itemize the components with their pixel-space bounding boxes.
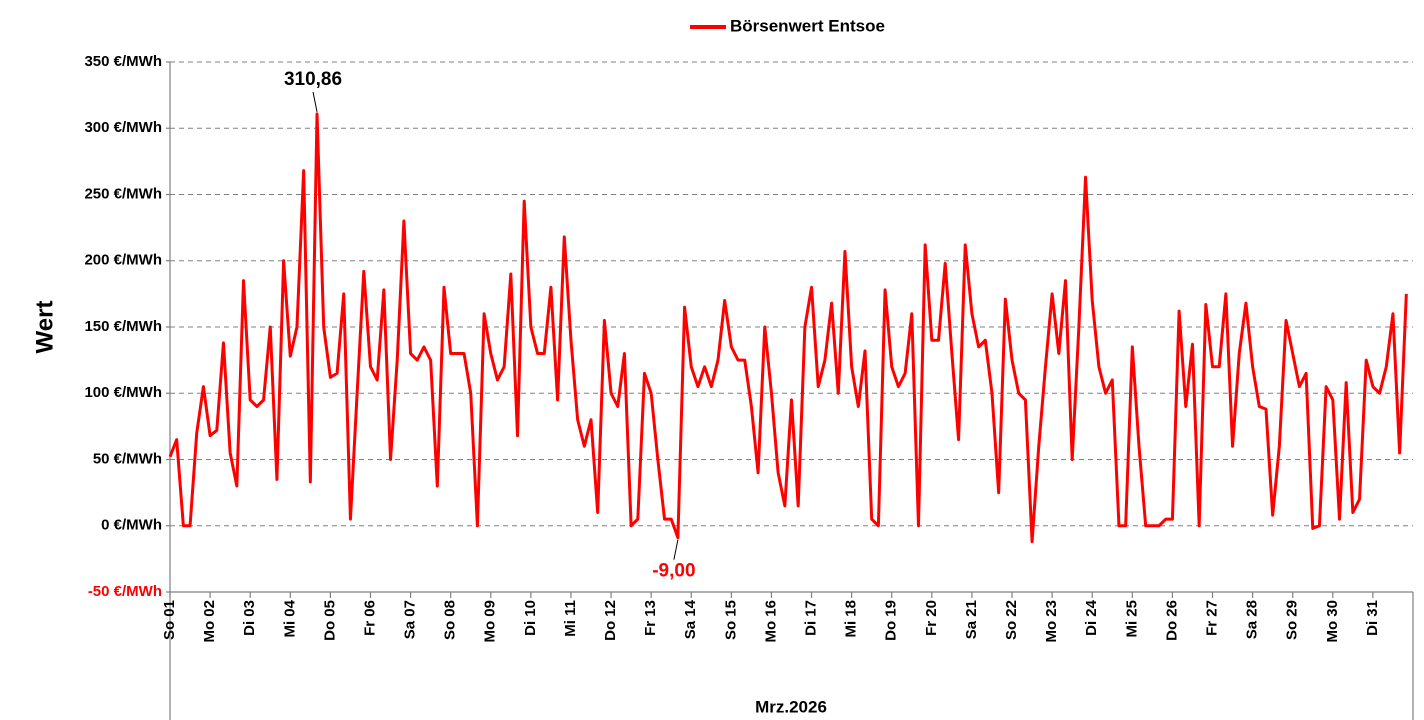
x-tick-label: Do 12 — [602, 600, 619, 641]
x-tick-label: Fr 27 — [1203, 600, 1220, 636]
y-axis-label: Wert — [31, 301, 58, 354]
x-tick-label: Mi 25 — [1123, 600, 1140, 638]
x-tick-label: Mi 18 — [843, 600, 860, 638]
annotation: -9,00 — [652, 561, 695, 582]
x-tick-label: Mo 30 — [1324, 600, 1341, 643]
x-tick-label: Sa 07 — [402, 600, 419, 639]
annotation-leader — [673, 539, 679, 560]
data-line — [168, 112, 1408, 544]
y-tick-label: 300 €/MWh — [84, 119, 162, 136]
y-tick-label: 200 €/MWh — [84, 252, 162, 269]
y-tick-label: 100 €/MWh — [84, 384, 162, 401]
x-tick-label: Mi 04 — [281, 599, 298, 637]
x-tick-label: Mo 02 — [201, 600, 218, 643]
x-tick-label: Do 05 — [321, 600, 338, 641]
x-tick-label: Do 19 — [883, 600, 900, 641]
x-tick-label: Di 10 — [522, 600, 539, 636]
y-tick-label: 250 €/MWh — [84, 185, 162, 202]
legend-label: Börsenwert Entsoe — [730, 16, 885, 35]
x-tick-label: So 08 — [442, 600, 459, 640]
x-tick-label: Mi 11 — [562, 600, 579, 637]
x-tick-label: Di 03 — [241, 600, 258, 636]
x-tick-label: So 15 — [722, 600, 739, 640]
x-tick-label: Sa 14 — [682, 599, 699, 639]
x-tick-label: Do 26 — [1163, 600, 1180, 641]
x-tick-label: Mo 09 — [482, 600, 499, 643]
x-tick-label: Fr 13 — [642, 600, 659, 636]
x-tick-label: Mo 23 — [1043, 600, 1060, 643]
x-tick-label: Di 31 — [1364, 600, 1381, 636]
x-tick-label: Di 17 — [803, 600, 820, 636]
x-tick-label: So 01 — [161, 600, 178, 640]
x-axis-label: Mrz.2026 — [755, 697, 827, 716]
x-tick-label: So 29 — [1284, 600, 1301, 640]
x-tick-label: Fr 06 — [361, 600, 378, 636]
y-tick-label: 50 €/MWh — [93, 450, 162, 467]
y-tick-label: 350 €/MWh — [84, 53, 162, 70]
x-tick-label: So 22 — [1003, 600, 1020, 640]
y-tick-label: 150 €/MWh — [84, 318, 162, 335]
annotation-leader — [312, 91, 318, 112]
x-tick-label: Di 24 — [1083, 599, 1100, 636]
annotation: 310,86 — [284, 69, 342, 90]
y-tick-label: 0 €/MWh — [101, 517, 162, 534]
y-tick-label: -50 €/MWh — [88, 583, 162, 600]
x-tick-label: Sa 21 — [963, 600, 980, 639]
x-tick-label: Sa 28 — [1244, 600, 1261, 639]
x-tick-label: Mo 16 — [762, 600, 779, 643]
x-tick-label: Fr 20 — [923, 600, 940, 636]
